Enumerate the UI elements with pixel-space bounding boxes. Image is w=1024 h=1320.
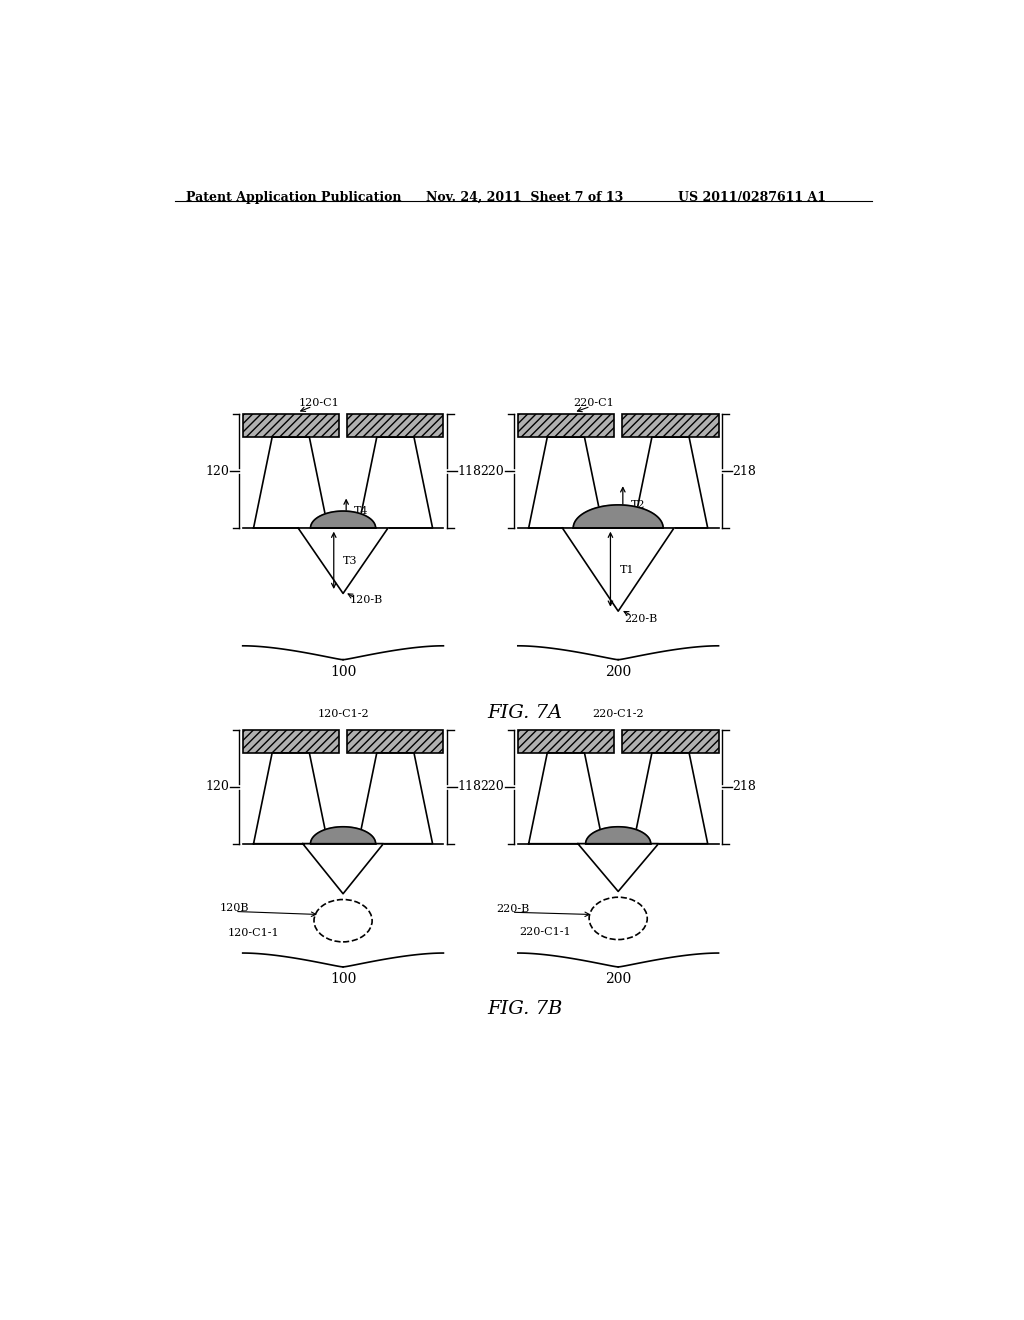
Text: 220: 220 <box>480 780 504 793</box>
Text: 118: 118 <box>457 465 481 478</box>
Text: 220-C1-1: 220-C1-1 <box>519 928 571 937</box>
Text: 220-B: 220-B <box>496 904 529 915</box>
Bar <box>518 414 614 437</box>
Polygon shape <box>358 437 432 528</box>
Text: 120-B: 120-B <box>349 595 383 605</box>
Ellipse shape <box>314 899 372 942</box>
Text: US 2011/0287611 A1: US 2011/0287611 A1 <box>678 191 826 203</box>
Polygon shape <box>562 528 674 611</box>
Bar <box>623 730 719 752</box>
Polygon shape <box>254 752 328 843</box>
Ellipse shape <box>589 898 647 940</box>
Polygon shape <box>303 843 383 894</box>
Text: 120-C1-2: 120-C1-2 <box>317 709 369 719</box>
Polygon shape <box>633 437 708 528</box>
Text: T3: T3 <box>343 556 357 566</box>
Text: Patent Application Publication: Patent Application Publication <box>186 191 401 203</box>
Polygon shape <box>298 528 388 594</box>
Bar <box>347 730 443 752</box>
Text: T4: T4 <box>354 506 369 516</box>
Text: T1: T1 <box>620 565 634 574</box>
Text: 100: 100 <box>330 973 356 986</box>
Text: T2: T2 <box>631 500 645 510</box>
Text: 220-C1: 220-C1 <box>573 399 614 408</box>
Polygon shape <box>310 826 376 843</box>
Text: 120B: 120B <box>219 903 249 913</box>
Polygon shape <box>310 511 376 528</box>
Text: 118: 118 <box>457 780 481 793</box>
Text: 220-B: 220-B <box>625 614 657 624</box>
Text: 120-C1: 120-C1 <box>299 399 339 408</box>
Text: 120-C1-1: 120-C1-1 <box>227 928 279 939</box>
Text: Nov. 24, 2011  Sheet 7 of 13: Nov. 24, 2011 Sheet 7 of 13 <box>426 191 624 203</box>
Text: 200: 200 <box>605 665 632 678</box>
Polygon shape <box>528 437 603 528</box>
Text: 220: 220 <box>480 465 504 478</box>
Polygon shape <box>578 843 658 891</box>
Text: FIG. 7A: FIG. 7A <box>487 704 562 722</box>
Bar <box>243 730 339 752</box>
Text: 220-C1-2: 220-C1-2 <box>592 709 644 719</box>
Polygon shape <box>358 752 432 843</box>
Polygon shape <box>573 506 664 528</box>
Text: 200: 200 <box>605 973 632 986</box>
Text: FIG. 7B: FIG. 7B <box>487 1001 562 1018</box>
Polygon shape <box>254 437 328 528</box>
Bar <box>518 730 614 752</box>
Polygon shape <box>586 826 650 843</box>
Text: 218: 218 <box>732 780 756 793</box>
Polygon shape <box>528 752 603 843</box>
Text: 120: 120 <box>205 780 229 793</box>
Bar <box>243 414 339 437</box>
Text: 218: 218 <box>732 465 756 478</box>
Bar <box>623 414 719 437</box>
Bar <box>347 414 443 437</box>
Text: 100: 100 <box>330 665 356 678</box>
Text: 120: 120 <box>205 465 229 478</box>
Polygon shape <box>633 752 708 843</box>
